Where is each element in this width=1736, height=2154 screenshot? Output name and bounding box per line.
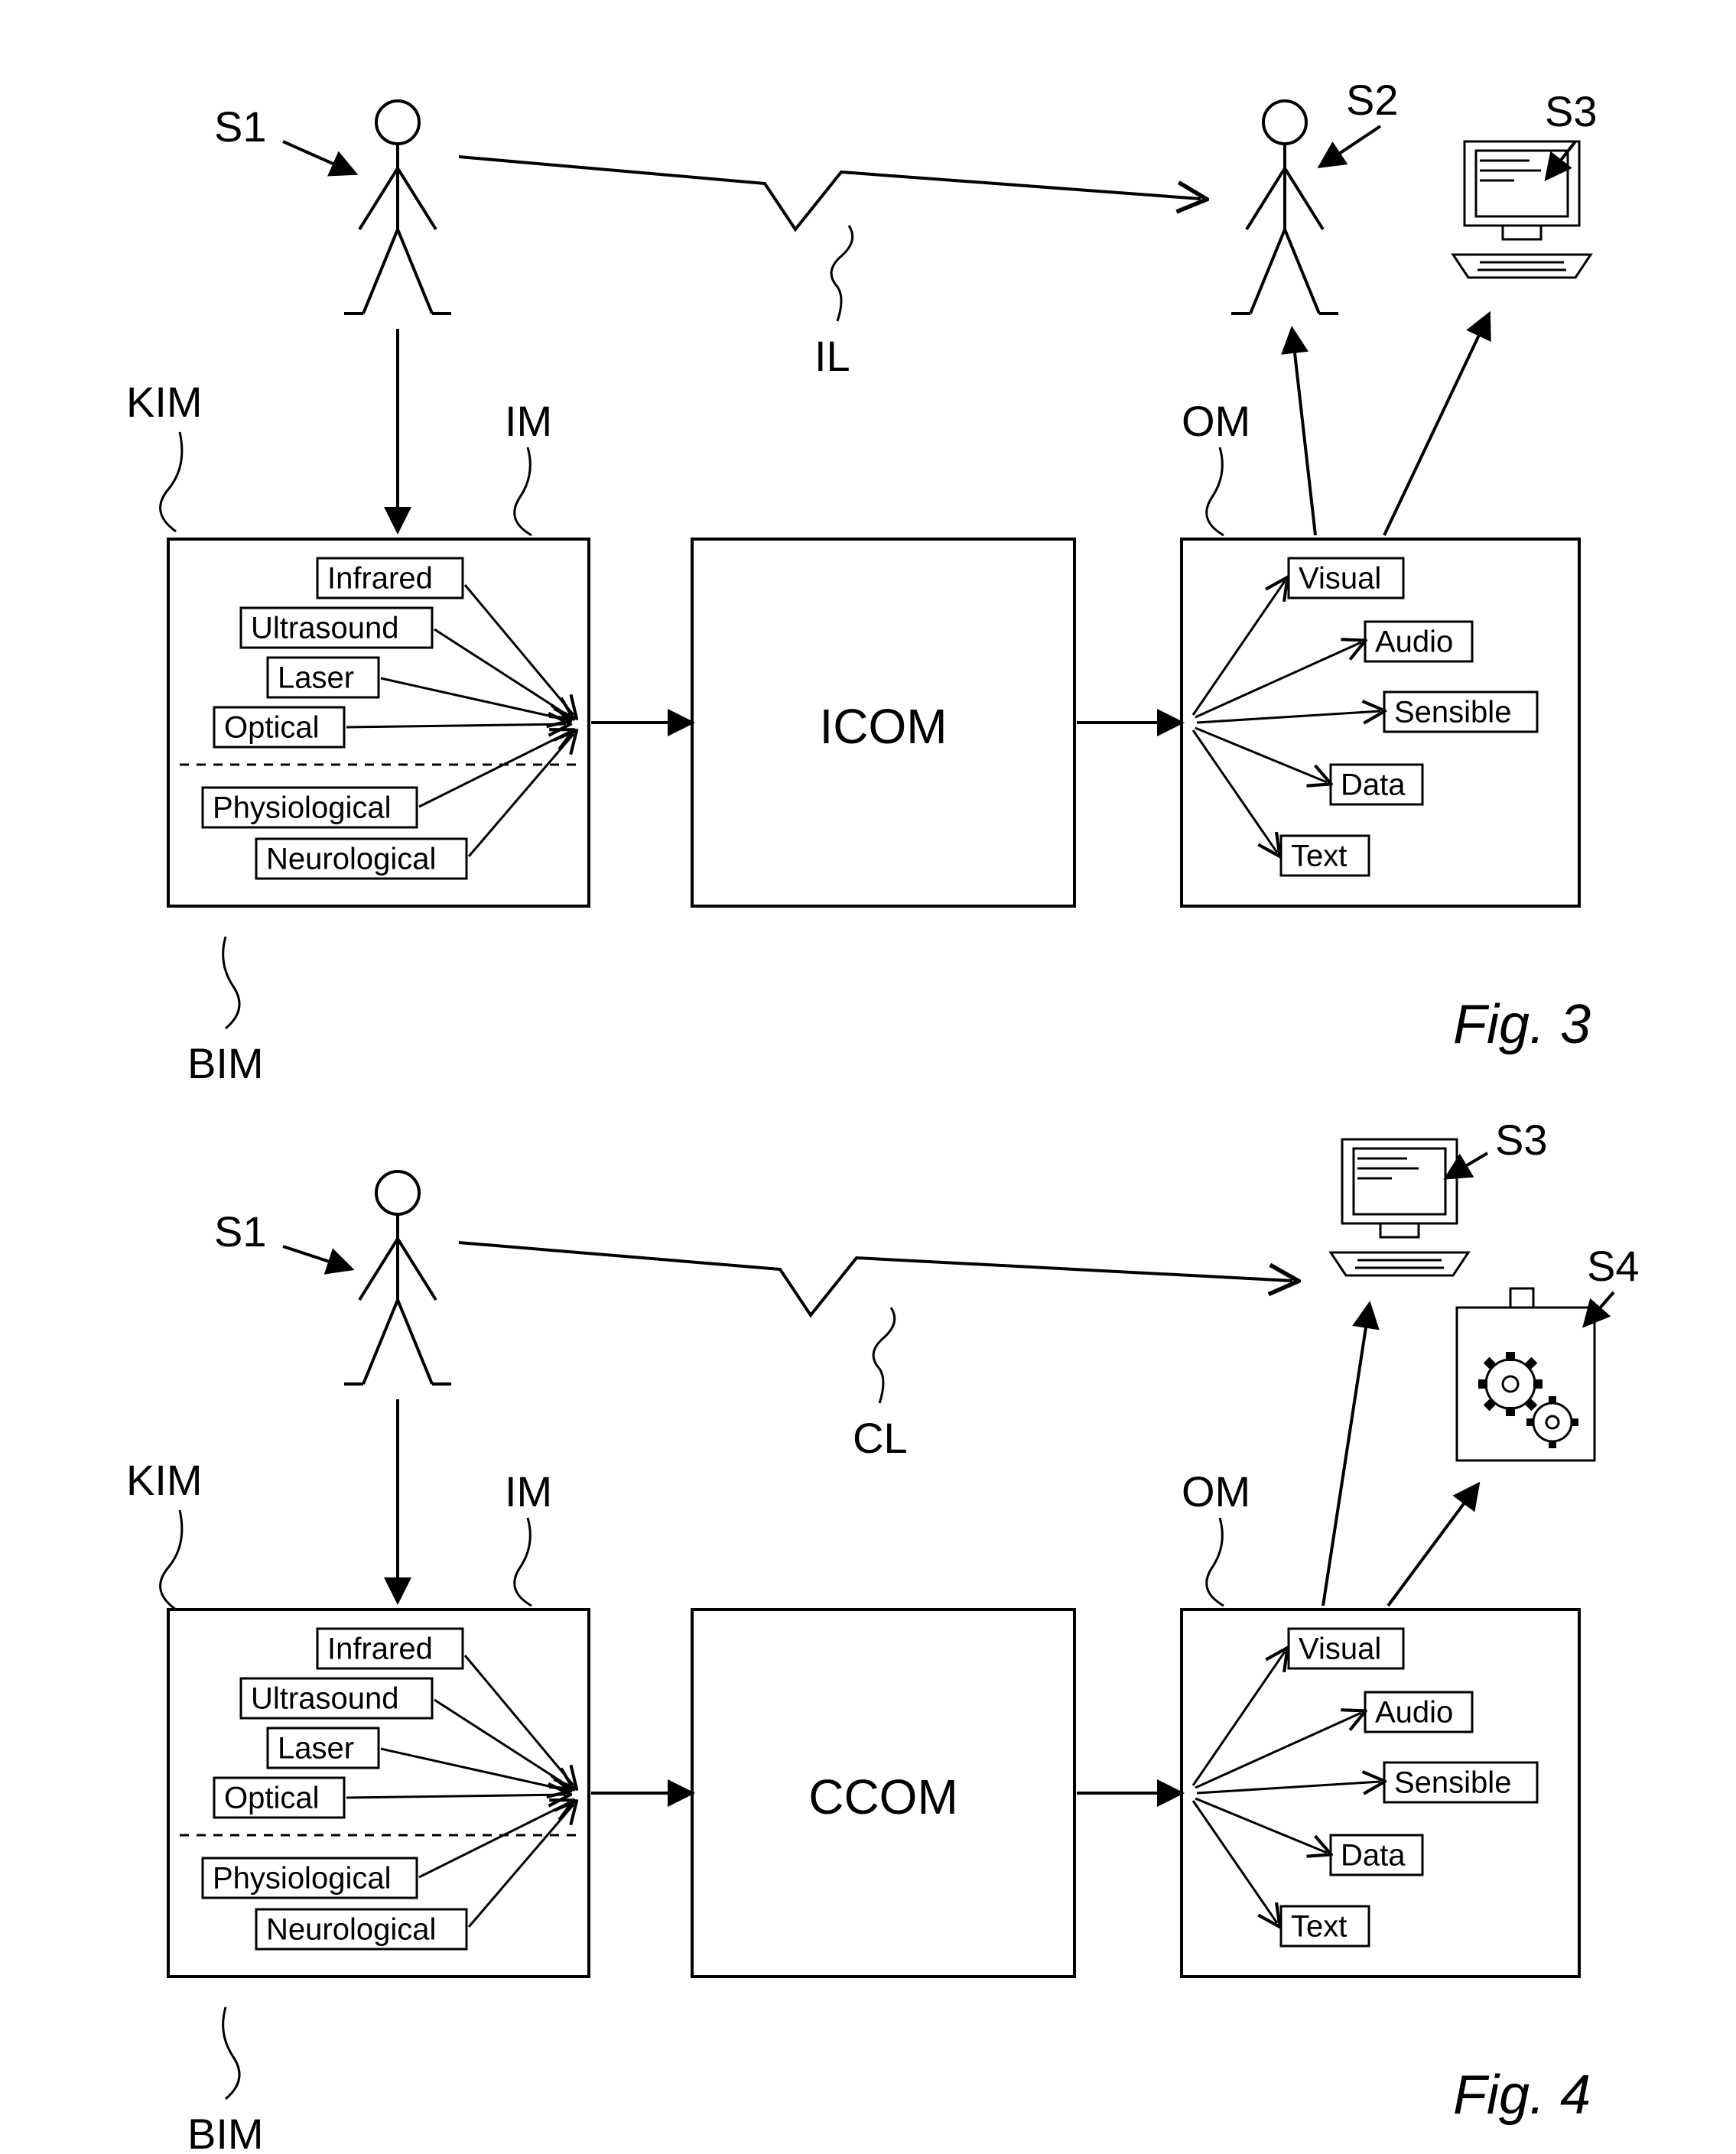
diagram-root: Infrared Ultrasound Laser Optical Physio… <box>0 0 1736 2154</box>
label-kim-fig4: KIM <box>126 1456 203 1504</box>
label-s3-fig4: S3 <box>1495 1116 1548 1164</box>
fig4-caption: Fig. 4 <box>1453 2065 1591 2126</box>
om-box <box>1182 539 1579 906</box>
icom-label: ICOM <box>819 699 947 754</box>
person-s1 <box>344 101 451 314</box>
om-box-fig4 <box>1182 1610 1579 1977</box>
label-il: IL <box>814 332 850 380</box>
label-om: OM <box>1182 397 1250 445</box>
machine-s4 <box>1457 1288 1595 1460</box>
person-s2 <box>1231 101 1338 314</box>
label-bim-fig4: BIM <box>187 2110 264 2154</box>
figure-4: S1 S3 S4 CL KIM IM OM CCOM BIM Fig. 4 <box>126 1116 1640 2154</box>
label-s1-fig4: S1 <box>214 1207 267 1256</box>
label-im-fig4: IM <box>505 1467 552 1516</box>
label-s3: S3 <box>1545 87 1598 135</box>
computer-s3 <box>1453 141 1591 278</box>
ccom-label: CCOM <box>808 1769 958 1824</box>
im-box-fig4 <box>168 1610 589 1977</box>
im-box <box>168 539 589 906</box>
computer-s3-fig4 <box>1331 1139 1468 1275</box>
label-s4: S4 <box>1587 1242 1640 1290</box>
label-bim: BIM <box>187 1039 264 1087</box>
label-s2: S2 <box>1346 76 1399 124</box>
label-im: IM <box>505 397 552 445</box>
person-s1-fig4 <box>344 1171 451 1384</box>
label-cl: CL <box>853 1414 908 1462</box>
figure-3: S1 S2 S3 IL KIM IM OM ICOM BIM Fig. 3 <box>126 76 1598 1087</box>
label-kim: KIM <box>126 378 203 426</box>
link-il <box>459 157 1201 229</box>
label-om-fig4: OM <box>1182 1467 1250 1516</box>
label-s1: S1 <box>214 102 267 151</box>
fig3-caption: Fig. 3 <box>1453 994 1591 1055</box>
link-cl <box>459 1243 1292 1315</box>
